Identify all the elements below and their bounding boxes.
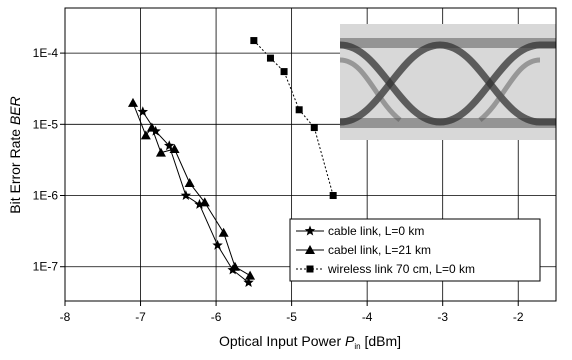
legend-label: cabel link, L=21 km xyxy=(328,243,431,257)
x-tick-label: -8 xyxy=(60,310,71,324)
x-tick-label: -4 xyxy=(362,310,373,324)
x-label-text: Optical Input Power xyxy=(219,333,345,349)
marker xyxy=(245,271,255,280)
chart: Optical Input Power Pin [dBm] Bit Error … xyxy=(0,0,572,355)
y-tick-label: 1E-6 xyxy=(33,189,59,203)
y-label-text: Bit Error Rate xyxy=(7,125,23,214)
x-tick-label: -7 xyxy=(135,310,146,324)
x-label-unit: [dBm] xyxy=(361,333,401,349)
y-axis-label: Bit Error Rate BER xyxy=(7,96,23,214)
marker xyxy=(267,55,274,62)
series-line xyxy=(254,41,333,196)
marker xyxy=(307,266,314,273)
series-line xyxy=(143,112,249,283)
x-tick-label: -6 xyxy=(211,310,222,324)
marker xyxy=(128,98,138,107)
legend-label: wireless link 70 cm, L=0 km xyxy=(327,262,475,276)
marker xyxy=(230,262,240,271)
marker xyxy=(141,130,151,139)
eye-diagram-inset xyxy=(340,24,556,140)
marker xyxy=(250,37,257,44)
legend-label: cable link, L=0 km xyxy=(328,224,424,238)
marker xyxy=(185,178,195,187)
x-tick-label: -3 xyxy=(437,310,448,324)
marker xyxy=(212,240,222,250)
marker xyxy=(296,106,303,113)
marker xyxy=(330,192,337,199)
y-tick-label: 1E-4 xyxy=(33,46,59,60)
marker xyxy=(138,106,148,116)
marker xyxy=(311,124,318,131)
y-label-symbol: BER xyxy=(7,96,23,125)
x-axis-label: Optical Input Power Pin [dBm] xyxy=(219,333,401,351)
marker xyxy=(281,68,288,75)
marker xyxy=(219,228,229,237)
x-tick-label: -5 xyxy=(286,310,297,324)
y-tick-label: 1E-5 xyxy=(33,117,59,131)
y-tick-label: 1E-7 xyxy=(33,260,59,274)
x-tick-label: -2 xyxy=(513,310,524,324)
marker xyxy=(200,197,210,206)
